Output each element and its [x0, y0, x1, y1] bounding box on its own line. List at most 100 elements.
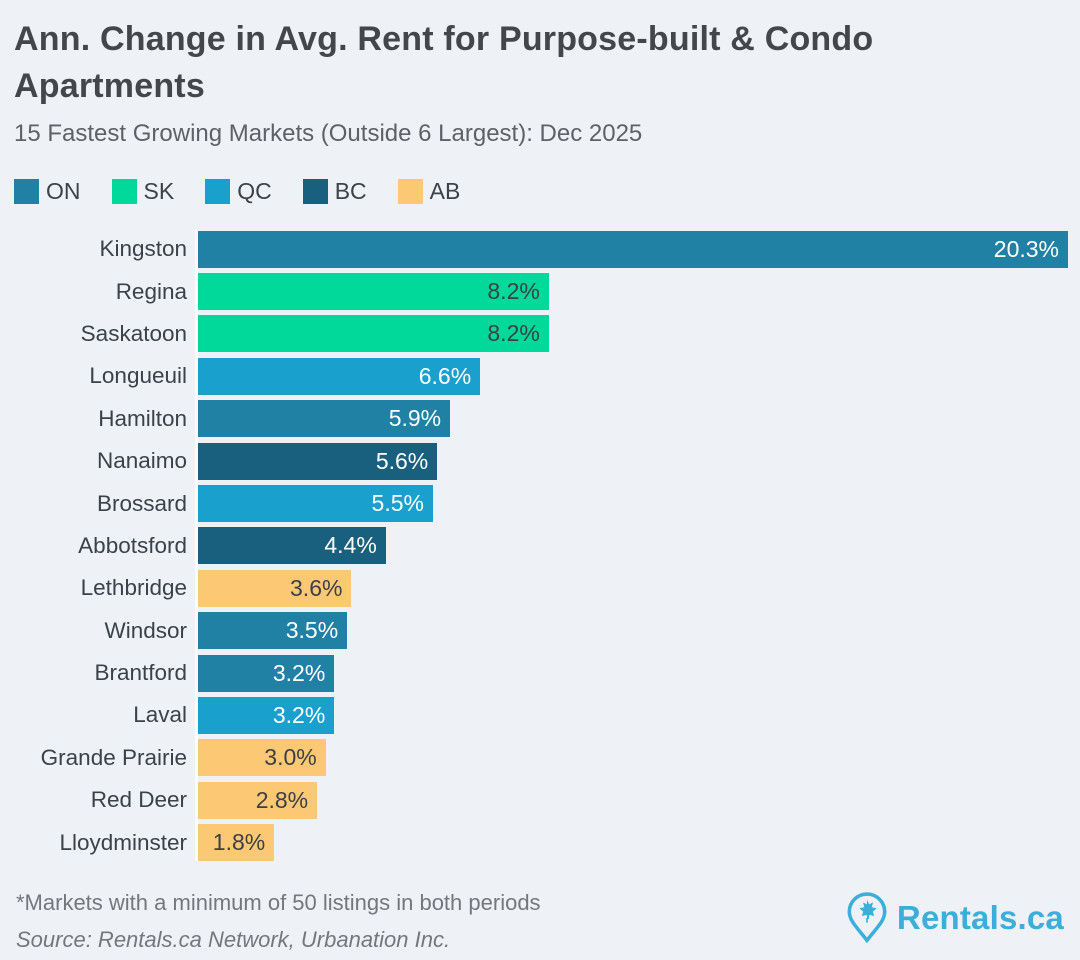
- bar: 6.6%: [197, 357, 481, 395]
- category-label: Brantford: [94, 660, 187, 686]
- logo-wordmark: Rentals.ca: [896, 899, 1064, 936]
- bar: 5.9%: [197, 400, 451, 438]
- bar-track: 20.3%: [197, 230, 1068, 268]
- bar: 20.3%: [197, 230, 1068, 268]
- category-label: Lethbridge: [80, 575, 187, 601]
- category-label: Nanaimo: [96, 448, 187, 474]
- chart-title: Ann. Change in Avg. Rent for Purpose-bui…: [14, 20, 874, 105]
- bar: 8.2%: [197, 273, 549, 311]
- category-label: Kingston: [99, 236, 187, 262]
- category-label: Windsor: [104, 617, 187, 643]
- bar-track: 5.5%: [197, 485, 1068, 523]
- legend-item-sk: SK: [111, 178, 175, 205]
- legend-item-ab: AB: [397, 178, 461, 205]
- legend-swatch: [205, 179, 231, 204]
- legend-label: ON: [46, 178, 81, 204]
- category-label: Laval: [133, 702, 187, 728]
- source-credit: Source: Rentals.ca Network, Urbanation I…: [16, 926, 451, 952]
- bar-row: Abbotsford 4.4%: [12, 525, 1068, 567]
- legend-label: BC: [334, 178, 367, 204]
- bar-row: Brossard 5.5%: [12, 482, 1068, 524]
- legend-label: QC: [237, 178, 272, 204]
- category-label: Red Deer: [90, 787, 187, 813]
- bar: 3.2%: [197, 654, 335, 692]
- bar-track: 3.0%: [197, 739, 1068, 777]
- bar-row: Brantford 3.2%: [12, 652, 1068, 694]
- bar-value-label: 1.8%: [212, 829, 266, 856]
- bar: 3.0%: [197, 739, 326, 777]
- bar-value-label: 3.5%: [285, 617, 339, 644]
- bar-row: Windsor 3.5%: [12, 610, 1068, 652]
- legend-label: AB: [429, 178, 461, 204]
- bar: 3.5%: [197, 612, 348, 650]
- bar-track: 6.6%: [197, 357, 1068, 395]
- bar-value-label: 3.2%: [272, 659, 326, 686]
- bar-row: Lethbridge 3.6%: [12, 567, 1068, 609]
- bar-row: Nanaimo 5.6%: [12, 440, 1068, 482]
- bar-track: 8.2%: [197, 273, 1068, 311]
- legend-label: SK: [143, 178, 175, 204]
- bar-row: Lloydminster 1.8%: [12, 821, 1068, 863]
- bar-value-label: 4.4%: [324, 532, 377, 559]
- bar-value-label: 5.9%: [388, 405, 442, 432]
- bar-track: 1.8%: [197, 824, 1068, 862]
- bar: 4.4%: [197, 527, 386, 565]
- bar-value-label: 3.6%: [290, 574, 343, 601]
- category-label: Abbotsford: [78, 532, 187, 558]
- footer: *Markets with a minimum of 50 listings i…: [16, 890, 1068, 953]
- rentals-ca-logo: Rentals.ca: [845, 892, 1064, 944]
- bar-value-label: 6.6%: [418, 362, 472, 389]
- bar-track: 5.9%: [197, 400, 1068, 438]
- bar: 1.8%: [197, 824, 275, 862]
- bar-row: Saskatoon 8.2%: [12, 313, 1068, 355]
- bar-value-label: 5.5%: [371, 490, 424, 517]
- bar-value-label: 3.0%: [264, 744, 317, 771]
- bar-value-label: 3.2%: [272, 701, 326, 728]
- legend-item-bc: BC: [302, 178, 367, 205]
- bar: 3.2%: [197, 696, 335, 734]
- bar-row: Longueuil 6.6%: [12, 355, 1068, 397]
- category-label: Grande Prairie: [40, 744, 187, 770]
- bar: 3.6%: [197, 569, 352, 607]
- legend-swatch: [111, 179, 137, 204]
- bar-row: Kingston 20.3%: [12, 228, 1068, 270]
- bar-value-label: 5.6%: [375, 447, 429, 474]
- bar-row: Red Deer 2.8%: [12, 779, 1068, 821]
- category-label: Regina: [115, 278, 187, 304]
- category-label: Brossard: [96, 490, 187, 516]
- bar: 8.2%: [197, 315, 549, 353]
- bar-track: 3.5%: [197, 612, 1068, 650]
- bar-track: 3.2%: [197, 696, 1068, 734]
- legend-swatch: [14, 179, 39, 204]
- bar-value-label: 2.8%: [255, 786, 309, 813]
- bar-row: Regina 8.2%: [12, 270, 1068, 312]
- bar-value-label: 8.2%: [487, 278, 540, 305]
- bar: 2.8%: [197, 781, 318, 819]
- bar-track: 3.2%: [197, 654, 1068, 692]
- bar-track: 4.4%: [197, 527, 1068, 565]
- bar: 5.5%: [197, 485, 433, 523]
- bar-row: Hamilton 5.9%: [12, 398, 1068, 440]
- bar-track: 8.2%: [197, 315, 1068, 353]
- legend-item-on: ON: [14, 178, 81, 205]
- legend-item-qc: QC: [205, 178, 272, 205]
- bar-track: 5.6%: [197, 442, 1068, 480]
- bar-row: Laval 3.2%: [12, 694, 1068, 736]
- category-label: Hamilton: [98, 405, 187, 431]
- bar-track: 2.8%: [197, 781, 1068, 819]
- bar-row: Grande Prairie 3.0%: [12, 737, 1068, 779]
- legend-swatch: [397, 179, 423, 204]
- bar: 5.6%: [197, 442, 438, 480]
- category-label: Longueuil: [89, 363, 187, 389]
- footnote: *Markets with a minimum of 50 listings i…: [16, 889, 541, 915]
- bar-chart: Kingston 20.3% Regina 8.2% Saskatoon 8.2% Long…: [12, 228, 1068, 864]
- category-label: Saskatoon: [80, 320, 187, 346]
- legend-swatch: [302, 179, 328, 204]
- chart-subtitle: 15 Fastest Growing Markets (Outside 6 La…: [14, 120, 643, 147]
- bar-value-label: 20.3%: [993, 235, 1059, 262]
- maple-leaf-pin-icon: [847, 892, 887, 944]
- legend: ON SK QC BC AB: [14, 178, 1068, 205]
- bar-value-label: 8.2%: [487, 320, 540, 347]
- bar-track: 3.6%: [197, 569, 1068, 607]
